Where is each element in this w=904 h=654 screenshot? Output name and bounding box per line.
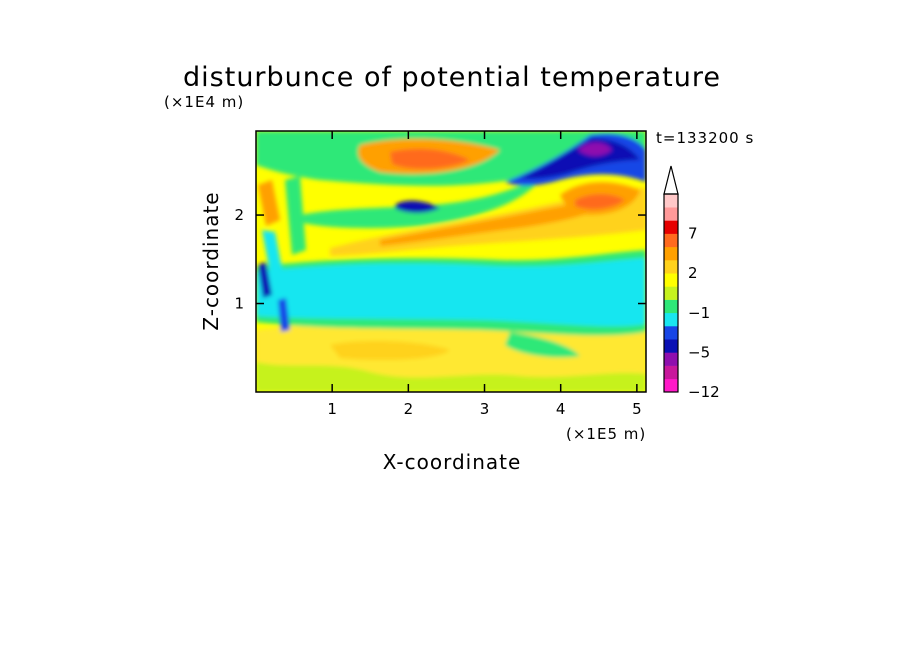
x-tick-label: 4 [556, 400, 566, 418]
colorbar-cell [664, 352, 678, 366]
lower-green-patch [505, 332, 580, 358]
colorbar-tick-label: −5 [688, 343, 710, 361]
mid-green-band [300, 180, 540, 229]
x-axis-label: X-coordinate [383, 450, 522, 474]
colorbar: 7 2 −1 −5 −12 [663, 165, 720, 401]
mid-blue-patch [395, 200, 440, 213]
left-orange-streak [258, 180, 280, 226]
chart-title: disturbunce of potential temperature [183, 62, 721, 93]
x-axis: 1 2 3 4 5 [327, 131, 642, 418]
left-green-streak [285, 176, 306, 255]
upper-purple-core [578, 142, 612, 156]
colorbar-cell [664, 378, 678, 393]
contour-fills [256, 131, 646, 392]
x-tick-label: 2 [404, 400, 414, 418]
orange-band-core [380, 198, 620, 246]
colorbar-cell [664, 207, 678, 221]
colorbar-cell [664, 260, 678, 274]
colorbar-cell [664, 312, 678, 327]
colorbar-tick-label: −1 [688, 304, 710, 322]
y-axis: 12 [234, 206, 646, 313]
plot-area [256, 131, 646, 392]
colorbar-cell [664, 194, 678, 208]
colorbar-cell [664, 233, 678, 248]
x-tick-label: 5 [632, 400, 642, 418]
cyan-band [256, 258, 646, 327]
lower-green-region [256, 362, 646, 392]
colorbar-tick-label: 7 [688, 225, 698, 243]
colorbar-frame [663, 193, 679, 393]
x-unit-label: (×1E5 m) [566, 425, 646, 443]
colorbar-extend-arrow [663, 165, 679, 195]
colorbar-cell [664, 246, 678, 261]
colorbar-cell [664, 220, 678, 234]
y-tick-label: 2 [234, 206, 244, 224]
y-tick-label: 1 [234, 295, 244, 313]
left-cyan-streak [262, 230, 288, 305]
colorbar-cell [664, 339, 678, 353]
plot-frame [255, 130, 647, 393]
colorbar-cell [664, 273, 678, 287]
colorbar-tick-label: −12 [688, 383, 720, 401]
lower-orange-patch [330, 340, 450, 360]
upper-right-red-core [575, 194, 625, 210]
y-axis-label: Z-coordinate [199, 191, 223, 330]
time-label: t=133200 s [656, 129, 754, 147]
x-tick-label: 3 [480, 400, 490, 418]
y-unit-label: (×1E4 m) [164, 93, 244, 111]
colorbar-cell [664, 326, 678, 340]
colorbar-cell [664, 299, 678, 314]
left-blue-streak [258, 262, 272, 298]
left-blue-streak-2 [278, 298, 290, 332]
colorbar-tick-label: 2 [688, 264, 698, 282]
upper-red-orange-core [390, 148, 470, 169]
colorbar-cell [664, 286, 678, 300]
x-tick-label: 1 [327, 400, 337, 418]
colorbar-cell [664, 365, 678, 380]
